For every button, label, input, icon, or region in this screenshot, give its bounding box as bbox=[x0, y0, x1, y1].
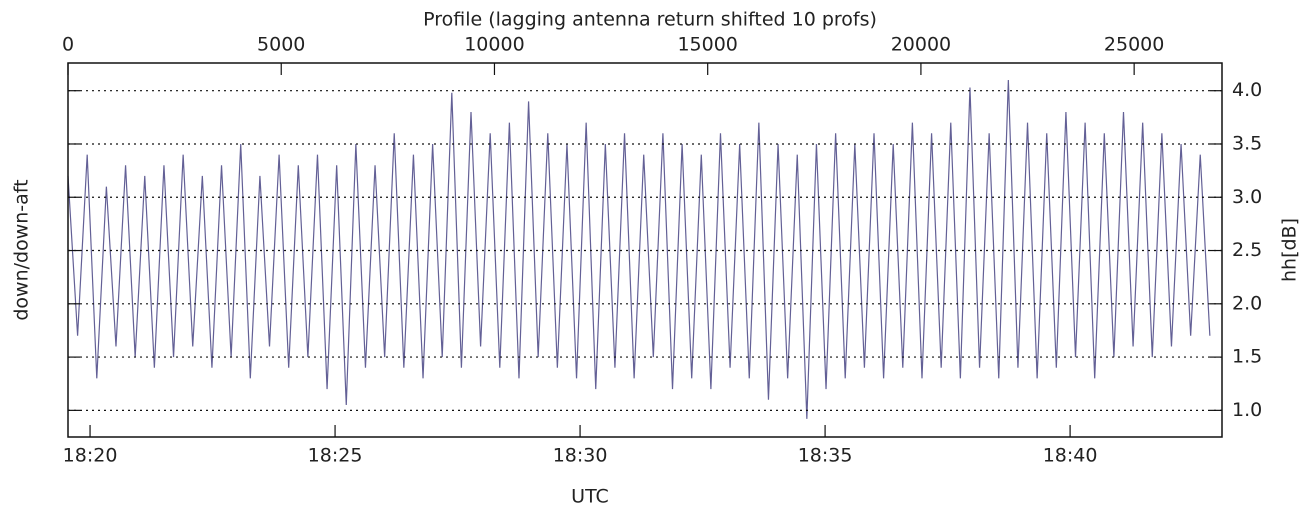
y2-axis-label: hh[dB] bbox=[1279, 218, 1301, 282]
y2-tick-label: 3.5 bbox=[1232, 132, 1262, 154]
x-bottom-tick-label: 18:30 bbox=[553, 445, 608, 467]
x-top-tick-label: 0 bbox=[62, 34, 74, 56]
y2-tick-label: 4.0 bbox=[1232, 79, 1262, 101]
x-top-tick-label: 15000 bbox=[677, 34, 737, 56]
x-top-tick-label: 10000 bbox=[464, 34, 524, 56]
chart-title: Profile (lagging antenna return shifted … bbox=[423, 9, 877, 31]
x-top-tick-label: 25000 bbox=[1104, 34, 1164, 56]
y-axis-label: down/down-aft bbox=[11, 179, 33, 320]
y2-tick-label: 3.0 bbox=[1232, 186, 1262, 208]
data-line bbox=[67, 80, 1211, 419]
x-bottom-tick-label: 18:25 bbox=[308, 445, 363, 467]
y2-tick-label: 1.5 bbox=[1232, 346, 1262, 368]
x-top-tick-label: 5000 bbox=[257, 34, 305, 56]
y2-tick-label: 1.0 bbox=[1232, 399, 1262, 421]
x-bottom-tick-label: 18:20 bbox=[63, 445, 118, 467]
x-bottom-tick-label: 18:40 bbox=[1043, 445, 1098, 467]
x-axis-label: UTC bbox=[571, 486, 609, 508]
x-bottom-tick-label: 18:35 bbox=[798, 445, 853, 467]
x-top-tick-label: 20000 bbox=[891, 34, 951, 56]
y2-tick-label: 2.5 bbox=[1232, 239, 1262, 261]
y2-tick-label: 2.0 bbox=[1232, 292, 1262, 314]
